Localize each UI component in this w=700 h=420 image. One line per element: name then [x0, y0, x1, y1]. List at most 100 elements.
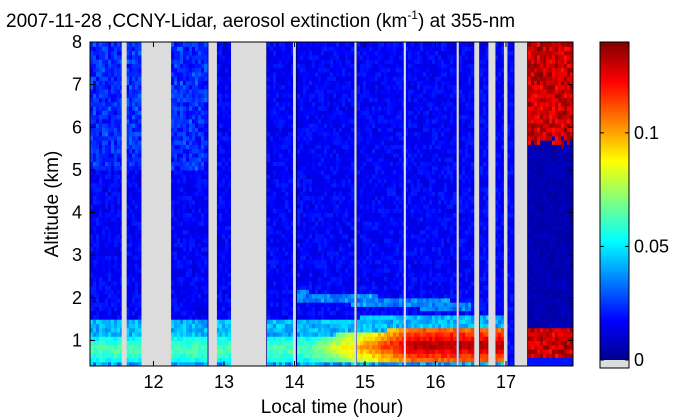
heatmap-cell	[321, 157, 325, 162]
heatmap-cell	[342, 344, 346, 350]
heatmap-cell	[195, 229, 199, 235]
heatmap-cell	[291, 178, 295, 184]
heatmap-cell	[333, 348, 337, 354]
heatmap-cell	[114, 319, 118, 324]
heatmap-cell	[315, 344, 319, 350]
heatmap-cell	[204, 63, 208, 69]
heatmap-cell	[138, 144, 142, 150]
heatmap-cell	[273, 152, 277, 158]
heatmap-cell	[219, 97, 223, 103]
heatmap-cell	[363, 302, 367, 307]
heatmap-cell	[324, 114, 328, 120]
heatmap-cell	[357, 327, 361, 333]
heatmap-cell	[279, 186, 283, 192]
heatmap-cell	[189, 216, 193, 222]
heatmap-cell	[132, 148, 136, 154]
heatmap-cell	[108, 182, 112, 188]
heatmap-cell	[132, 255, 136, 261]
heatmap-cell	[348, 161, 352, 167]
heatmap-cell	[132, 135, 136, 141]
heatmap-cell	[99, 216, 103, 222]
heatmap-cell	[219, 118, 223, 124]
heatmap-cell	[219, 344, 223, 350]
heatmap-cell	[282, 246, 286, 252]
heatmap-cell	[336, 340, 340, 346]
heatmap-cell	[267, 242, 271, 248]
heatmap-cell	[192, 255, 196, 261]
heatmap-cell	[300, 114, 304, 120]
heatmap-cell	[276, 276, 280, 282]
heatmap-cell	[282, 272, 286, 278]
heatmap-cell	[312, 161, 316, 167]
heatmap-cell	[180, 323, 184, 329]
heatmap-cell	[96, 336, 100, 342]
heatmap-cell	[189, 225, 193, 231]
heatmap-cell	[285, 233, 289, 239]
heatmap-cell	[96, 101, 100, 107]
heatmap-cell	[339, 357, 343, 363]
heatmap-cell	[129, 152, 133, 158]
heatmap-cell	[189, 148, 193, 154]
heatmap-cell	[363, 208, 367, 214]
heatmap-cell	[171, 221, 175, 226]
heatmap-cell	[117, 161, 121, 167]
heatmap-cell	[360, 323, 364, 329]
heatmap-cell	[108, 323, 112, 329]
heatmap-cell	[204, 259, 208, 265]
heatmap-cell	[108, 267, 112, 273]
heatmap-cell	[129, 353, 133, 359]
heatmap-cell	[111, 97, 115, 103]
heatmap-cell	[195, 71, 199, 77]
heatmap-cell	[273, 93, 277, 99]
heatmap-cell	[336, 327, 340, 333]
heatmap-cell	[225, 50, 229, 56]
heatmap-cell	[342, 161, 346, 167]
heatmap-cell	[309, 246, 313, 252]
heatmap-cell	[288, 46, 292, 52]
heatmap-cell	[300, 127, 304, 133]
heatmap-cell	[126, 327, 130, 333]
heatmap-cell	[201, 344, 205, 350]
heatmap-cell	[219, 327, 223, 333]
heatmap-cell	[99, 225, 103, 231]
heatmap-cell	[285, 216, 289, 222]
heatmap-cell	[273, 233, 277, 239]
heatmap-cell	[282, 114, 286, 120]
heatmap-cell	[129, 204, 133, 209]
heatmap-cell	[324, 246, 328, 252]
heatmap-cell	[303, 212, 307, 218]
heatmap-cell	[108, 306, 112, 312]
heatmap-cell	[312, 101, 316, 107]
heatmap-cell	[99, 255, 103, 261]
heatmap-cell	[357, 46, 361, 52]
heatmap-cell	[288, 242, 292, 248]
heatmap-cell	[345, 88, 349, 94]
heatmap-cell	[198, 169, 202, 175]
heatmap-cell	[351, 285, 355, 290]
heatmap-cell	[198, 131, 202, 137]
heatmap-cell	[351, 250, 355, 256]
heatmap-cell	[285, 314, 289, 320]
heatmap-cell	[333, 344, 337, 350]
heatmap-cell	[90, 199, 94, 205]
heatmap-cell	[276, 88, 280, 94]
heatmap-cell	[201, 267, 205, 273]
heatmap-cell	[357, 276, 361, 282]
heatmap-cell	[276, 161, 280, 167]
heatmap-cell	[306, 195, 310, 201]
heatmap-cell	[273, 323, 277, 329]
heatmap-cell	[279, 80, 283, 86]
heatmap-cell	[228, 306, 232, 312]
heatmap-cell	[279, 302, 283, 307]
heatmap-cell	[222, 88, 226, 94]
heatmap-cell	[369, 233, 373, 239]
heatmap-cell	[348, 263, 352, 269]
heatmap-cell	[201, 319, 205, 324]
heatmap-cell	[186, 182, 190, 188]
heatmap-cell	[327, 165, 331, 171]
heatmap-cell	[306, 310, 310, 316]
heatmap-cell	[348, 123, 352, 128]
heatmap-cell	[180, 152, 184, 158]
heatmap-cell	[108, 195, 112, 201]
heatmap-cell	[111, 310, 115, 316]
